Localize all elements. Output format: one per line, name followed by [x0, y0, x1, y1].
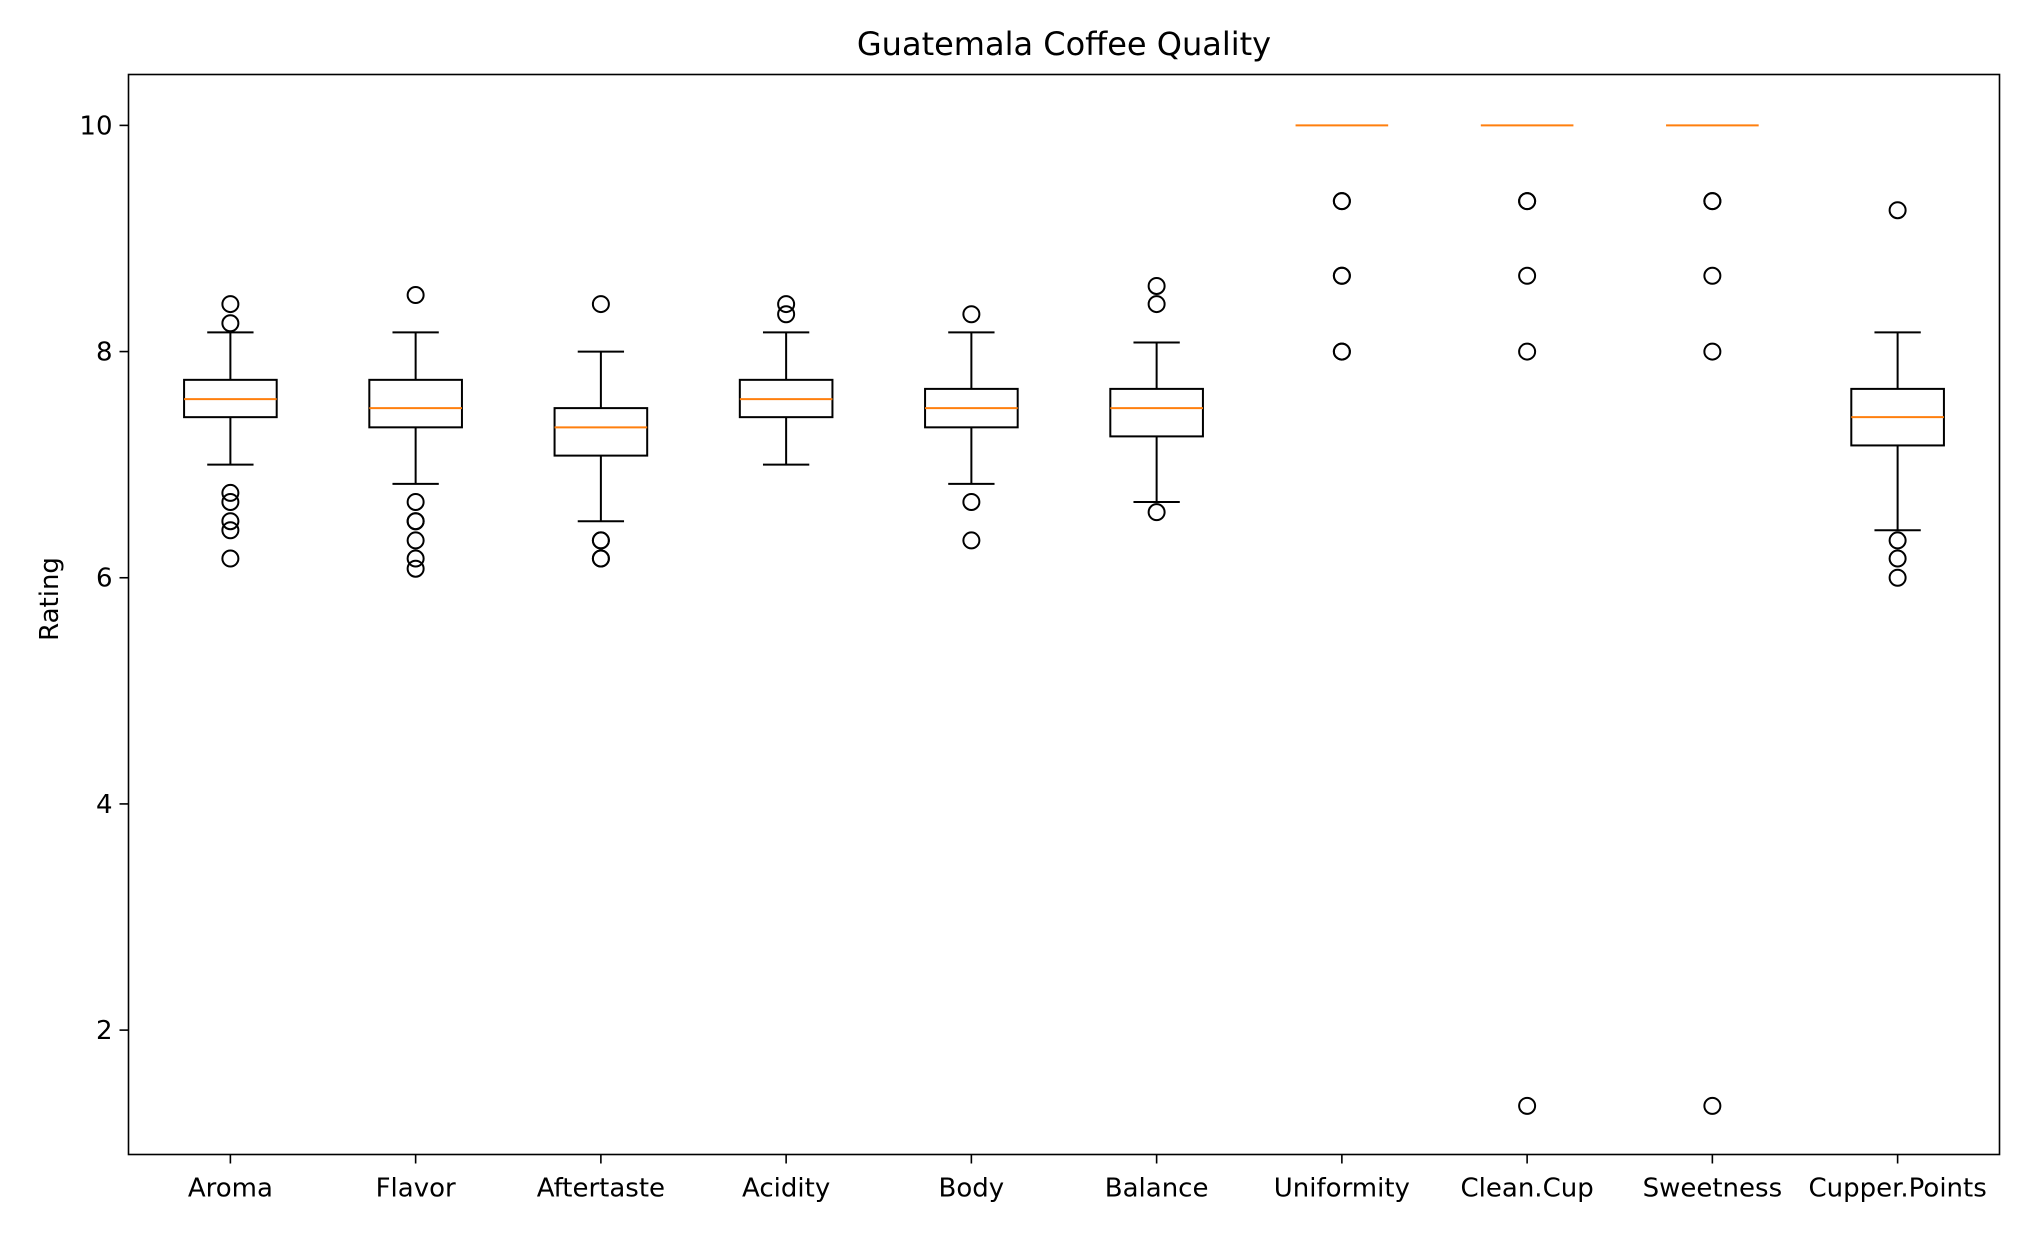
chart-title: Guatemala Coffee Quality — [857, 25, 1271, 63]
outlier-point — [1332, 266, 1351, 285]
box-group — [1480, 124, 1574, 1115]
x-tick-label: Acidity — [742, 1174, 830, 1204]
plot-area — [183, 124, 1945, 1115]
box-group — [1666, 124, 1759, 1115]
y-tick-label: 2 — [96, 1016, 113, 1046]
y-tick-label: 6 — [96, 564, 113, 594]
outlier-point — [1518, 1096, 1537, 1115]
outlier-point — [221, 492, 240, 511]
box-group — [183, 295, 278, 568]
outlier-point — [1147, 295, 1166, 314]
x-axis: Aroma Flavor Aftertaste Acidity Body Balance U… — [188, 1154, 1987, 1204]
outlier-point — [406, 549, 425, 568]
outlier-point — [962, 492, 981, 511]
outlier-point — [1518, 342, 1537, 361]
box — [1109, 387, 1204, 438]
outlier-point — [777, 295, 796, 314]
outlier-point — [406, 512, 425, 531]
outlier-point — [1888, 568, 1907, 587]
x-tick-label: Uniformity — [1274, 1174, 1410, 1204]
outlier-point — [591, 531, 610, 550]
outlier-point — [1703, 1096, 1722, 1115]
box-group — [1850, 201, 1945, 587]
outlier-point — [1703, 266, 1722, 285]
outlier-point — [962, 531, 981, 550]
outlier-point — [406, 286, 425, 305]
outlier-point — [591, 295, 610, 314]
x-tick-label: Aroma — [188, 1174, 273, 1204]
x-tick-label: Body — [939, 1174, 1005, 1204]
y-axis: 2 4 6 8 10 — [79, 111, 129, 1046]
outlier-point — [221, 512, 240, 531]
outlier-point — [1518, 266, 1537, 285]
outlier-point — [221, 521, 240, 540]
outlier-point — [1518, 192, 1537, 211]
box — [368, 378, 463, 429]
y-tick-label: 10 — [79, 111, 112, 141]
outlier-point — [1703, 342, 1722, 361]
box — [553, 407, 649, 457]
outlier-point — [1888, 531, 1907, 550]
box-group — [1109, 276, 1204, 522]
x-tick-label: Sweetness — [1643, 1174, 1783, 1204]
outlier-point — [591, 549, 610, 568]
outlier-point — [962, 305, 981, 324]
outlier-point — [406, 531, 425, 550]
outlier-point — [777, 305, 796, 324]
box-group — [553, 295, 649, 568]
y-tick-label: 8 — [96, 338, 113, 368]
box-group — [738, 295, 834, 466]
y-axis-label: Rating — [35, 557, 65, 641]
outlier-point — [1147, 276, 1166, 295]
y-tick-label: 4 — [96, 790, 113, 820]
outlier-point — [1332, 342, 1351, 361]
x-tick-label: Flavor — [376, 1174, 456, 1204]
outlier-point — [406, 559, 425, 578]
outlier-point — [1888, 549, 1907, 568]
x-tick-label: Aftertaste — [537, 1174, 665, 1204]
outlier-point — [1147, 503, 1166, 522]
x-tick-label: Balance — [1105, 1174, 1209, 1204]
box-group — [924, 305, 1019, 550]
outlier-point — [1703, 192, 1722, 211]
plot-frame — [127, 73, 2001, 1156]
outlier-point — [221, 314, 240, 333]
outlier-point — [1888, 201, 1907, 220]
outlier-point — [221, 483, 240, 502]
outlier-point — [406, 492, 425, 511]
box-group — [1295, 124, 1389, 361]
outlier-point — [221, 295, 240, 314]
outlier-point — [221, 549, 240, 568]
outlier-point — [1332, 192, 1351, 211]
box-group — [368, 286, 463, 578]
x-tick-label: Cupper.Points — [1808, 1174, 1986, 1204]
x-tick-label: Clean.Cup — [1461, 1174, 1594, 1204]
